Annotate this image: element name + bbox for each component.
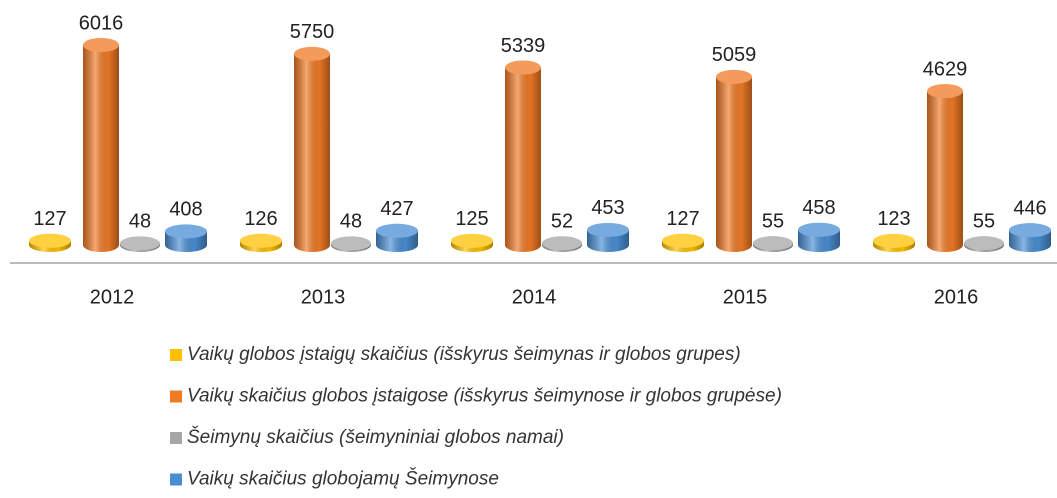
bar-top [798,222,840,237]
bar-top [1009,223,1051,238]
bar-top [587,222,629,237]
bar-top [376,223,418,238]
legend-swatch [170,349,182,361]
data-label: 125 [455,208,488,230]
bar-top-shine [753,236,793,251]
bar-top [662,233,704,248]
bar-top-shine [165,224,207,239]
data-label: 48 [340,211,362,233]
bar-top-shine [451,233,493,248]
x-tick-label: 2013 [301,286,346,308]
bar-top-shine [1009,223,1051,238]
data-label: 52 [551,211,573,233]
bar-top [542,236,582,251]
bar-top-shine [798,222,840,237]
bar-top [294,46,330,61]
bar-top-shine [29,233,71,248]
data-label: 458 [802,197,835,219]
bar-top [331,236,371,251]
data-label: 5059 [712,44,757,66]
bar-top-shine [294,46,330,61]
data-label: 5339 [501,35,546,57]
bar-top-shine [587,222,629,237]
bar-top-shine [716,69,752,84]
legend-swatch [170,473,182,486]
bar-top-shine [83,38,119,52]
legend-label: Šeimynų skaičius (šeimyniniai globos nam… [187,426,564,448]
bar-top-shine [240,233,282,248]
data-label: 408 [169,199,202,221]
data-label: 5750 [290,21,335,43]
bar-top [451,233,493,248]
bar-shade [927,91,963,252]
bar-shade [505,67,541,252]
bar-top [753,236,793,251]
x-tick-label: 2015 [723,286,768,308]
bar-top [29,233,71,248]
legend-swatch [170,390,182,403]
bar-top [83,38,119,52]
data-label: 126 [244,208,277,230]
data-label: 427 [380,198,413,220]
bar-top [873,233,915,248]
legend-swatch [170,432,182,444]
bar-top-shine [505,60,541,75]
x-tick-label: 2014 [512,286,557,308]
data-label: 123 [877,208,910,230]
legend-label: Vaikų globos įstaigų skaičius (išskyrus … [187,344,741,365]
bar-top [927,84,963,99]
bar-top-shine [331,236,371,251]
bar-shade [716,76,752,253]
bar-top-shine [120,236,160,251]
data-label: 55 [762,210,784,232]
data-label: 453 [591,197,624,219]
bar-top-shine [927,84,963,99]
data-label: 48 [129,211,151,233]
x-tick-label: 2016 [934,286,979,308]
data-label: 6016 [79,12,124,34]
bar-top [120,236,160,251]
bar-top [165,224,207,239]
bar-shade [294,53,330,253]
data-label: 127 [33,208,66,230]
bar-top-shine [964,236,1004,251]
legend-label: Vaikų skaičius globojamų Šeimynose [187,468,499,490]
x-tick-label: 2012 [90,286,135,308]
data-label: 127 [666,208,699,230]
bar-top [716,69,752,84]
legend-label: Vaikų skaičius globos įstaigose (išskyru… [187,386,782,407]
bar-shade [83,45,119,252]
bar-top [505,60,541,75]
bar-top-shine [376,223,418,238]
bar-top [240,233,282,248]
bar-top-shine [873,233,915,248]
data-label: 446 [1013,197,1046,219]
data-label: 4629 [923,58,968,80]
bar-top [964,236,1004,251]
bar-top-shine [662,233,704,248]
data-label: 55 [973,210,995,232]
bar-top-shine [542,236,582,251]
